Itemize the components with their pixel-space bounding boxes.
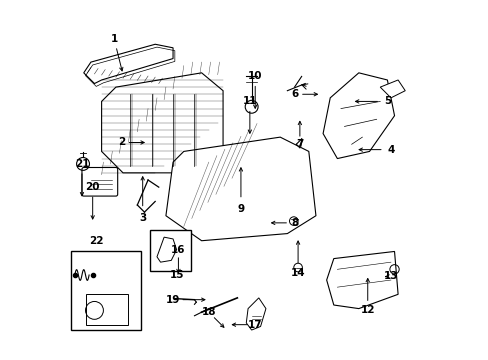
Polygon shape	[102, 73, 223, 173]
Bar	[149, 230, 190, 271]
Text: 3: 3	[139, 212, 146, 222]
Text: 2: 2	[118, 138, 124, 148]
Polygon shape	[323, 73, 394, 158]
Polygon shape	[380, 80, 405, 98]
Text: 10: 10	[247, 71, 262, 81]
Text: 6: 6	[290, 89, 298, 99]
Text: 11: 11	[242, 96, 257, 107]
FancyBboxPatch shape	[82, 167, 118, 196]
Text: 12: 12	[360, 305, 374, 315]
Text: 20: 20	[85, 182, 100, 192]
Text: 21: 21	[75, 159, 89, 169]
Text: 14: 14	[290, 268, 305, 278]
Bar	[71, 251, 141, 330]
Text: 1: 1	[110, 34, 118, 44]
Polygon shape	[157, 237, 176, 262]
Text: 15: 15	[169, 270, 183, 280]
Text: 22: 22	[89, 236, 103, 246]
Polygon shape	[165, 137, 315, 241]
Text: 5: 5	[383, 96, 390, 107]
Polygon shape	[326, 251, 397, 309]
Text: 7: 7	[296, 139, 303, 149]
Text: 8: 8	[290, 218, 298, 228]
Text: 4: 4	[386, 145, 394, 155]
Text: 16: 16	[171, 245, 185, 255]
Text: 18: 18	[201, 307, 216, 317]
Text: 9: 9	[237, 203, 244, 213]
Polygon shape	[83, 44, 173, 84]
Bar	[85, 294, 128, 325]
Text: 19: 19	[165, 295, 180, 305]
Text: 13: 13	[383, 271, 397, 282]
Polygon shape	[246, 298, 265, 330]
Text: 17: 17	[247, 320, 262, 330]
